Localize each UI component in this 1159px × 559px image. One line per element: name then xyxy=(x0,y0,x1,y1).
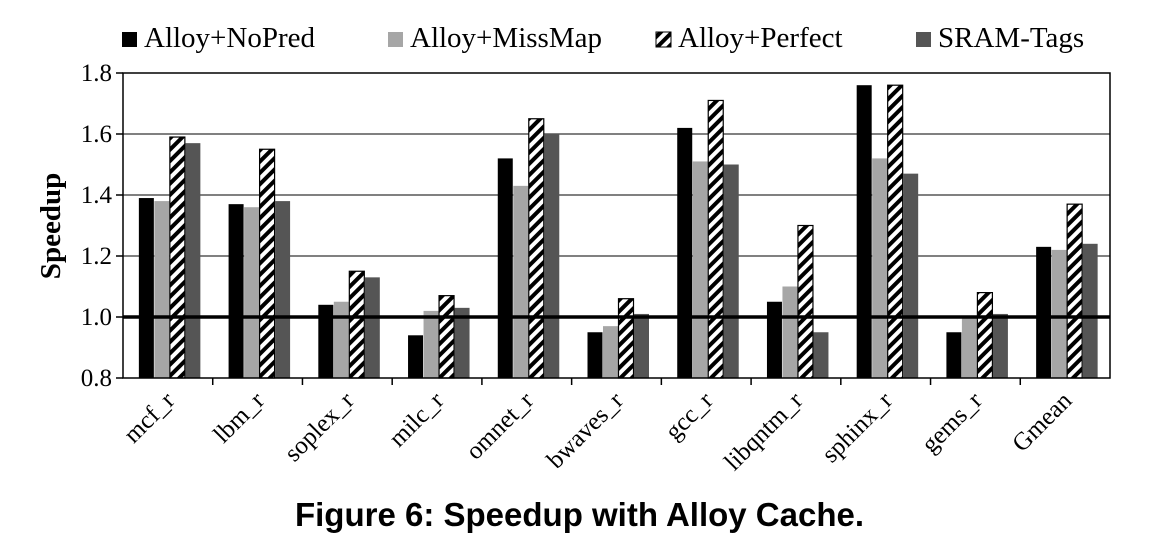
y-axis-label: Speedup xyxy=(35,173,67,279)
x-tick-label: mcf_r xyxy=(119,387,181,449)
bar-sram-tags-omnet-r xyxy=(544,134,560,378)
bar-sram-tags-gmean xyxy=(1082,243,1098,378)
bar-alloy-perfect-soplex-r xyxy=(348,270,365,379)
legend-label: SRAM-Tags xyxy=(938,22,1084,54)
bar-alloy-nopred-omnet-r xyxy=(497,158,513,378)
figure-caption: Figure 6: Speedup with Alloy Cache. xyxy=(294,496,865,533)
x-tick-label: omnet_r xyxy=(461,387,539,465)
bar-alloy-perfect-gems-r xyxy=(976,292,994,379)
bar-alloy-missmap-milc-r xyxy=(423,310,439,378)
y-tick-label: 1.6 xyxy=(81,121,112,148)
bar-alloy-missmap-lbm-r xyxy=(244,207,260,378)
x-tick-label: milc_r xyxy=(384,387,450,453)
bar-alloy-missmap-gcc-r xyxy=(692,161,708,378)
legend-label: Alloy+MissMap xyxy=(410,22,602,54)
bar-sram-tags-sphinx-r xyxy=(903,173,919,378)
x-tick-label: bwaves_r xyxy=(542,387,629,474)
y-axis-ticks: 0.8 1.0 1.2 1.4 1.6 1.8 xyxy=(81,60,123,392)
legend: Alloy+NoPred Alloy+MissMap Alloy+Perfect SR… xyxy=(122,22,1084,54)
y-tick-label: 1.0 xyxy=(81,304,112,331)
bar-alloy-nopred-gcc-r xyxy=(677,127,693,379)
y-tick-label: 0.8 xyxy=(81,365,112,392)
bar-alloy-missmap-bwaves-r xyxy=(603,326,618,378)
bar-sram-tags-lbm-r xyxy=(275,201,291,378)
bar-alloy-nopred-soplex-r xyxy=(318,304,334,378)
bar-alloy-perfect-milc-r xyxy=(438,295,455,379)
x-tick-label: gcc_r xyxy=(660,387,719,446)
bar-alloy-perfect-lbm-r xyxy=(258,148,276,379)
bar-alloy-perfect-libqntm-r xyxy=(797,224,814,379)
bar-sram-tags-gems-r xyxy=(992,313,1008,378)
bar-alloy-perfect-gmean xyxy=(1066,203,1083,379)
bar-sram-tags-libqntm-r xyxy=(813,332,829,378)
plot-frame xyxy=(122,72,1111,379)
y-tick-label: 1.4 xyxy=(81,182,113,209)
bars xyxy=(138,84,1098,379)
bar-alloy-missmap-omnet-r xyxy=(513,185,529,378)
bar-alloy-perfect-sphinx-r xyxy=(887,84,904,379)
bar-alloy-perfect-omnet-r xyxy=(528,118,545,379)
bar-sram-tags-gcc-r xyxy=(723,164,739,378)
bar-alloy-nopred-mcf-r xyxy=(138,198,154,378)
bar-sram-tags-milc-r xyxy=(454,307,470,378)
bar-alloy-perfect-mcf-r xyxy=(169,136,186,379)
legend-label: Alloy+Perfect xyxy=(678,22,843,54)
bar-alloy-nopred-sphinx-r xyxy=(856,85,872,378)
bar-alloy-nopred-gmean xyxy=(1036,246,1052,378)
x-tick-label: Gmean xyxy=(1007,387,1077,457)
bar-alloy-nopred-libqntm-r xyxy=(766,301,782,378)
legend-swatch xyxy=(388,32,403,47)
bar-alloy-missmap-gmean xyxy=(1051,249,1067,378)
bar-alloy-nopred-milc-r xyxy=(408,335,424,378)
bar-alloy-missmap-sphinx-r xyxy=(872,158,888,378)
bar-alloy-missmap-libqntm-r xyxy=(782,286,798,378)
y-tick-label: 1.2 xyxy=(81,243,112,270)
legend-swatch xyxy=(655,31,672,48)
bar-alloy-missmap-soplex-r xyxy=(333,301,349,378)
bar-sram-tags-soplex-r xyxy=(364,277,380,378)
bar-alloy-nopred-bwaves-r xyxy=(587,332,603,378)
x-tick-label: libqntm_r xyxy=(719,387,808,476)
x-tick-label: soplex_r xyxy=(280,387,360,467)
legend-swatch xyxy=(916,32,931,47)
legend-label: Alloy+NoPred xyxy=(144,22,316,54)
bar-alloy-missmap-gems-r xyxy=(961,317,977,378)
y-tick-label: 1.8 xyxy=(81,60,112,87)
x-tick-label: gems_r xyxy=(917,387,989,459)
bar-sram-tags-bwaves-r xyxy=(634,313,649,378)
x-tick-label: lbm_r xyxy=(209,387,271,449)
bar-alloy-perfect-bwaves-r xyxy=(617,298,635,379)
legend-swatch xyxy=(122,32,137,47)
bar-sram-tags-mcf-r xyxy=(185,143,201,378)
x-axis-ticks: mcf_r lbm_r soplex_r milc_r omnet_r bwaves_r g… xyxy=(119,378,1078,476)
bar-alloy-perfect-gcc-r xyxy=(707,99,724,379)
speedup-chart: Alloy+NoPred Alloy+MissMap Alloy+Perfect SR… xyxy=(35,22,1111,476)
bar-alloy-nopred-gems-r xyxy=(946,332,962,378)
bar-alloy-nopred-lbm-r xyxy=(228,204,244,378)
bar-alloy-missmap-mcf-r xyxy=(154,201,170,378)
x-tick-label: sphinx_r xyxy=(817,387,898,468)
